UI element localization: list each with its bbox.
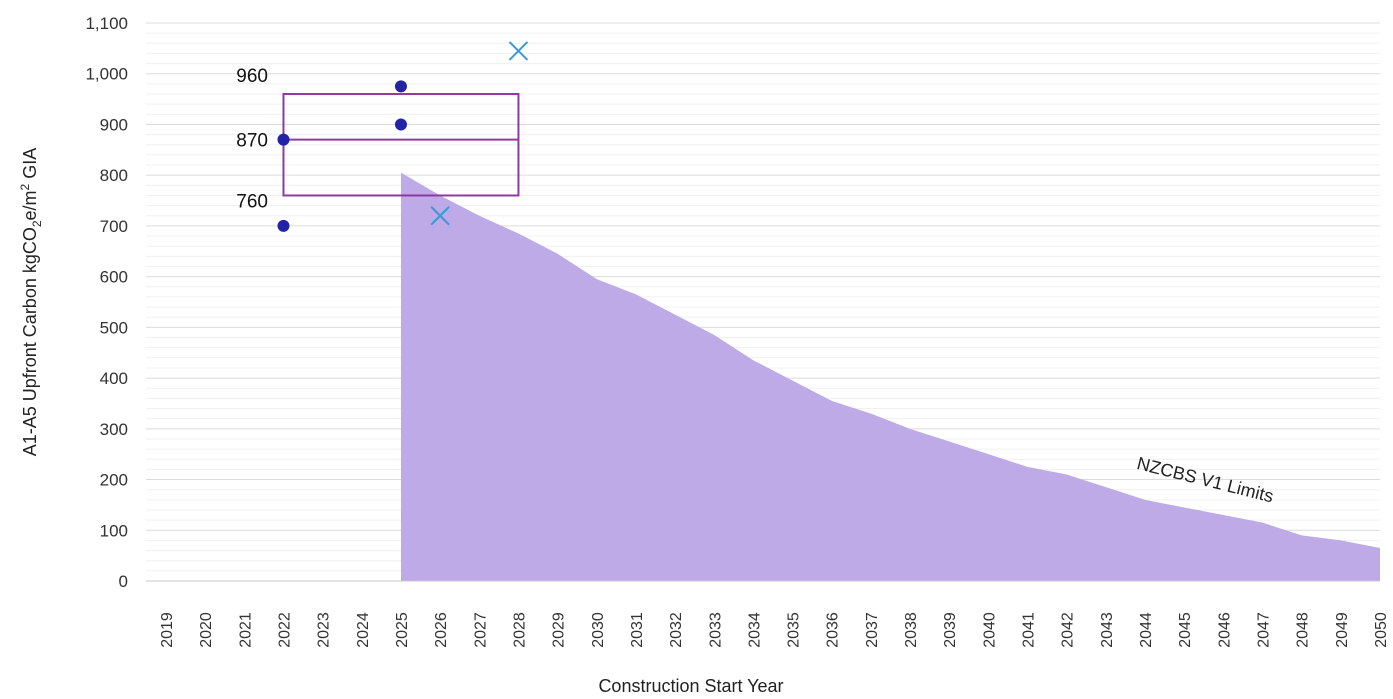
x-tick-label: 2046 — [1216, 612, 1233, 648]
y-axis-title-main: A1-A5 Upfront Carbon kgCO — [20, 227, 40, 456]
x-tick-label: 2042 — [1060, 612, 1077, 648]
x-tick-label: 2027 — [472, 612, 489, 648]
y-tick-label: 700 — [100, 217, 128, 236]
y-tick-label: 1,000 — [85, 65, 128, 84]
x-tick-label: 2035 — [786, 612, 803, 648]
x-tick-label: 2031 — [629, 612, 646, 648]
y-axis-title-end: GIA — [20, 148, 40, 184]
scatter-cross — [430, 206, 450, 226]
y-tick-label: 600 — [100, 268, 128, 287]
range-box-label: 870 — [236, 131, 268, 152]
x-tick-label: 2037 — [864, 612, 881, 648]
y-tick-label: 400 — [100, 369, 128, 388]
y-tick-label: 0 — [119, 572, 128, 591]
y-axis-title-sup: 2 — [18, 183, 32, 190]
x-tick-label: 2041 — [1021, 612, 1038, 648]
y-tick-label: 1,100 — [85, 14, 128, 33]
area-layer — [400, 172, 1380, 582]
scatter-dot — [394, 80, 407, 93]
x-axis-title: Construction Start Year — [598, 676, 783, 696]
x-tick-label: 2039 — [942, 612, 959, 648]
x-tick-label: 2047 — [1256, 612, 1273, 648]
x-tick-label: 2050 — [1373, 612, 1390, 648]
point-layer — [277, 41, 529, 232]
x-tick-label: 2025 — [394, 612, 411, 648]
x-tick-label: 2026 — [433, 612, 450, 648]
x-tick-label: 2048 — [1295, 612, 1312, 648]
x-tick-label: 2036 — [825, 612, 842, 648]
x-tick-label: 2030 — [590, 612, 607, 648]
axis-layer: 0 100 200 300 400 500 600 700 800 900 1,000 1,100 20… — [85, 14, 1390, 648]
scatter-cross — [508, 41, 529, 61]
x-tick-label: 2032 — [668, 612, 685, 648]
range-box-label: 760 — [236, 191, 268, 212]
y-axis-title: A1-A5 Upfront Carbon kgCO2e/m2 GIA — [18, 148, 44, 457]
y-tick-label: 500 — [100, 318, 128, 337]
x-tick-label: 2043 — [1099, 612, 1116, 648]
scatter-dot — [394, 118, 407, 131]
x-tick-label: 2044 — [1138, 612, 1155, 648]
x-tick-label: 2022 — [276, 612, 293, 648]
scatter-dot — [277, 219, 290, 232]
y-tick-label: 900 — [100, 115, 128, 134]
y-tick-label: 200 — [100, 471, 128, 490]
x-tick-label: 2029 — [551, 612, 568, 648]
x-tick-label: 2020 — [198, 612, 215, 648]
y-tick-label: 300 — [100, 420, 128, 439]
x-tick-label: 2034 — [746, 612, 763, 648]
y-tick-label: 100 — [100, 521, 128, 540]
y-axis-title-mid: e/m — [20, 190, 40, 220]
x-tick-label: 2045 — [1177, 612, 1194, 648]
x-tick-label: 2049 — [1334, 612, 1351, 648]
x-tick-label: 2024 — [355, 612, 372, 648]
x-tick-label: 2019 — [159, 612, 176, 648]
area-series-nzcbs — [400, 172, 1380, 582]
x-tick-label: 2028 — [511, 612, 528, 648]
x-tick-label: 2038 — [903, 612, 920, 648]
x-tick-label: 2023 — [316, 612, 333, 648]
x-tick-label: 2021 — [237, 612, 254, 648]
x-tick-label: 2040 — [981, 612, 998, 648]
range-box-label: 960 — [236, 66, 268, 87]
x-tick-label: 2033 — [707, 612, 724, 648]
y-axis-title-sub: 2 — [30, 220, 44, 227]
scatter-dot — [277, 133, 290, 146]
y-tick-label: 800 — [100, 166, 128, 185]
